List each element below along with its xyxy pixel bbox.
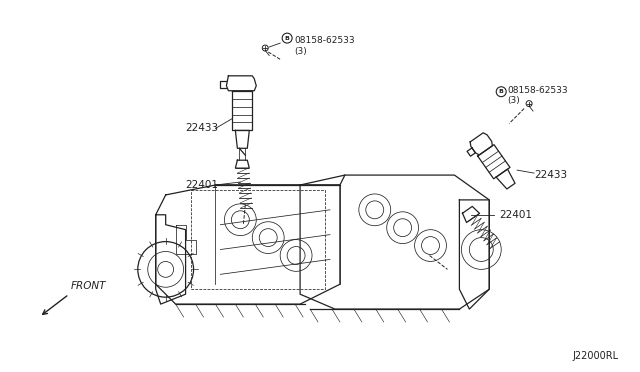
Text: 22401: 22401: [499, 210, 532, 220]
Text: FRONT: FRONT: [71, 281, 107, 291]
Text: J22000RL: J22000RL: [573, 351, 619, 361]
Text: 08158-62533
(3): 08158-62533 (3): [294, 36, 355, 55]
Text: B: B: [285, 36, 289, 41]
Text: 22433: 22433: [534, 170, 567, 180]
Text: 08158-62533
(3): 08158-62533 (3): [507, 86, 568, 105]
Text: 22401: 22401: [186, 180, 219, 190]
Text: 22433: 22433: [186, 124, 219, 134]
Text: B: B: [499, 89, 504, 94]
